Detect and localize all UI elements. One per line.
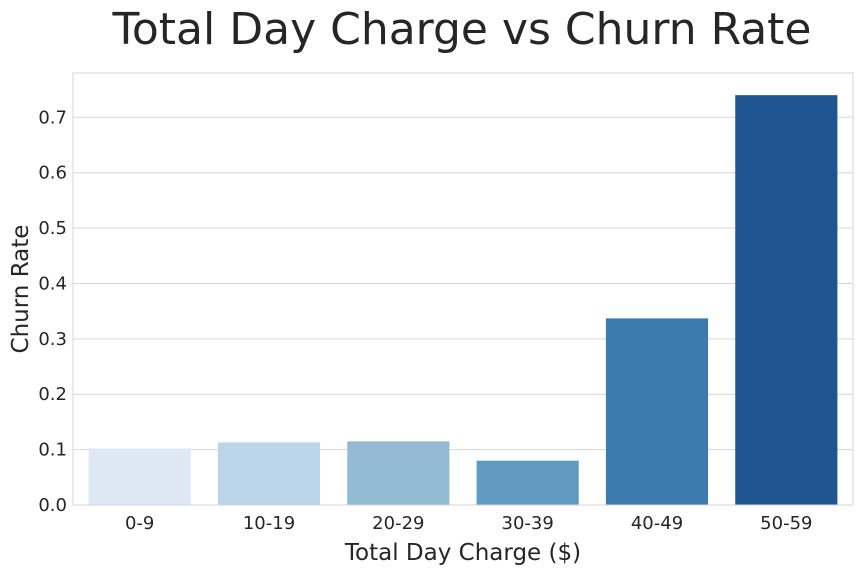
bar-40-49 bbox=[605, 318, 709, 505]
gridlines bbox=[73, 116, 853, 451]
y-tick-label: 0.7 bbox=[38, 107, 67, 128]
x-tick-label: 0-9 bbox=[125, 513, 154, 534]
x-axis-label: Total Day Charge ($) bbox=[344, 540, 581, 566]
bar-20-29 bbox=[347, 441, 450, 505]
plot-frame bbox=[72, 72, 854, 506]
y-tick-label: 0.4 bbox=[38, 273, 67, 294]
bars bbox=[88, 95, 838, 506]
bar-30-39 bbox=[476, 460, 579, 505]
x-tick-label: 40-49 bbox=[631, 513, 683, 534]
y-tick-label: 0.1 bbox=[38, 440, 67, 461]
bar-50-59 bbox=[735, 95, 838, 506]
y-tick-label: 0.6 bbox=[38, 163, 67, 184]
bar-10-19 bbox=[217, 442, 321, 505]
y-axis-ticks: 0.0 0.1 0.2 0.3 0.4 0.5 0.6 0.7 bbox=[38, 107, 67, 516]
x-tick-label: 30-39 bbox=[502, 513, 554, 534]
y-tick-label: 0.2 bbox=[38, 384, 67, 405]
bar-0-9 bbox=[88, 448, 191, 505]
y-axis-label: Churn Rate bbox=[8, 225, 34, 354]
y-tick-label: 0.0 bbox=[38, 495, 67, 516]
x-tick-label: 10-19 bbox=[243, 513, 295, 534]
y-tick-label: 0.3 bbox=[38, 329, 67, 350]
y-tick-label: 0.5 bbox=[38, 218, 67, 239]
x-tick-label: 20-29 bbox=[372, 513, 424, 534]
chart-title: Total Day Charge vs Churn Rate bbox=[111, 4, 811, 55]
x-tick-label: 50-59 bbox=[760, 513, 812, 534]
x-axis-ticks: 0-9 10-19 20-29 30-39 40-49 50-59 bbox=[125, 513, 813, 534]
